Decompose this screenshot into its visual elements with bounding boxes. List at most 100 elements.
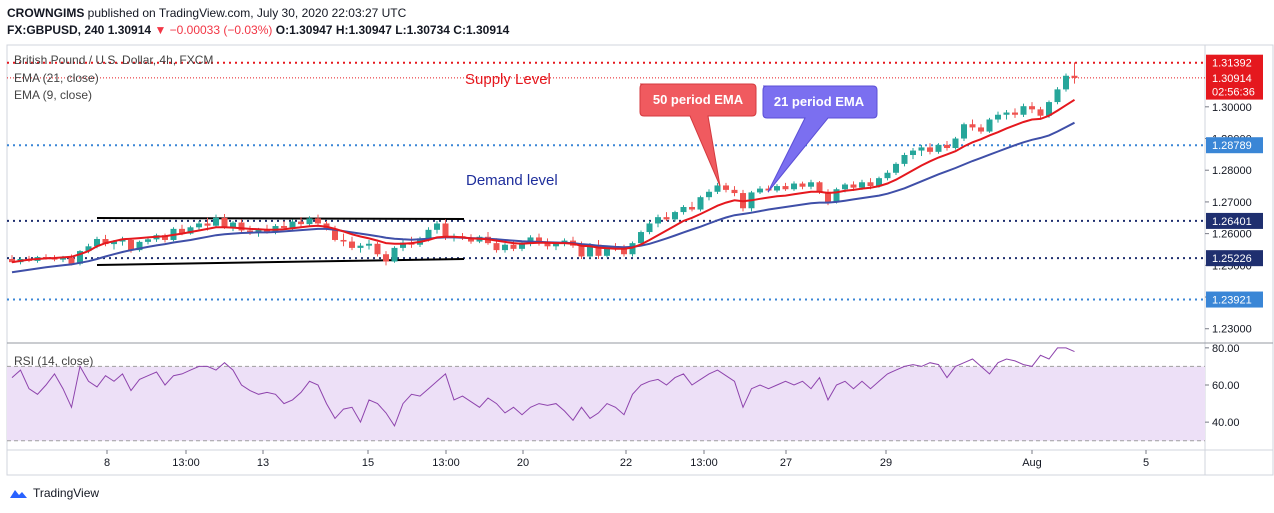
- rsi-pane: 80.00 60.00 40.00: [7, 343, 1240, 442]
- candle-body: [510, 244, 517, 249]
- publish-info: published on TradingView.com, July 30, 2…: [84, 6, 407, 20]
- candle: [510, 239, 517, 252]
- candle-body: [901, 155, 908, 164]
- demand-level-label: Demand level: [466, 172, 558, 189]
- candle-body: [544, 243, 551, 247]
- candle: [714, 182, 721, 194]
- candle: [791, 181, 797, 191]
- ema21-line: [11, 121, 1075, 274]
- candle-body: [910, 150, 916, 156]
- candle: [680, 205, 687, 215]
- candle-body: [1029, 106, 1035, 110]
- time-tick-label: 27: [780, 457, 792, 469]
- candle-body: [629, 243, 636, 255]
- candle: [723, 182, 729, 193]
- candle-body: [9, 258, 15, 263]
- chart-border: [6, 44, 1274, 476]
- time-tick-label: 13:00: [690, 457, 718, 469]
- candle: [833, 187, 840, 204]
- time-axis: 8 13:00 13 15 13:00 20 22 13:00 27 29 Aug 5: [104, 450, 1149, 469]
- candle-body: [68, 257, 75, 264]
- candle-body: [553, 243, 559, 247]
- price-tag: 02:56:36: [1206, 83, 1263, 100]
- candle-body: [1037, 109, 1044, 116]
- candle-body: [298, 221, 304, 225]
- candle: [1037, 106, 1044, 120]
- candle-body: [187, 227, 194, 234]
- price-tick-label: 1.30000: [1212, 102, 1252, 114]
- price-tag: 1.30914: [1206, 69, 1263, 86]
- candle-body: [816, 182, 823, 192]
- candle: [655, 214, 661, 228]
- ema50-callout-text: 50 period EMA: [653, 92, 744, 107]
- time-tick-label: 13:00: [432, 457, 460, 469]
- price-tag-label: 1.25226: [1212, 253, 1252, 265]
- candle-body: [315, 218, 321, 224]
- price-tag: 1.23921: [1206, 291, 1263, 308]
- candle-body: [468, 238, 474, 242]
- ema50-callout: 50 period EMA: [639, 83, 757, 187]
- open-value: 1.30947: [289, 23, 333, 37]
- price-tag-label: 1.28789: [1212, 140, 1252, 152]
- candle: [1054, 87, 1061, 105]
- candle: [196, 220, 202, 230]
- candle: [187, 225, 194, 235]
- candle-body: [689, 206, 695, 210]
- candle: [638, 230, 644, 245]
- candle-body: [221, 217, 228, 228]
- legend-rsi: RSI (14, close): [14, 354, 94, 368]
- price-tick-label: 1.27000: [1212, 197, 1252, 209]
- candle: [434, 220, 440, 234]
- candle-body: [672, 212, 678, 220]
- candle-body: [791, 183, 797, 190]
- candle: [910, 148, 916, 160]
- candle: [1063, 73, 1069, 92]
- candle-body: [842, 184, 848, 190]
- candle-body: [196, 223, 202, 228]
- candle: [935, 143, 942, 154]
- candle-body: [578, 245, 585, 257]
- candle: [238, 219, 245, 233]
- price-tag-label: 1.31392: [1212, 58, 1252, 70]
- candle-body: [332, 228, 338, 240]
- candle-body: [391, 247, 398, 262]
- price-tag-bg: [1206, 69, 1263, 86]
- price-tag-label: 1.23921: [1212, 295, 1252, 307]
- price-tag-bg: [1206, 137, 1263, 154]
- candle: [672, 210, 678, 222]
- candle-body: [595, 244, 602, 256]
- candle: [374, 241, 381, 257]
- candle-body: [340, 239, 347, 242]
- ema9-line: [11, 98, 1076, 264]
- candle-body: [1012, 112, 1018, 115]
- price-tag-bg: [1206, 250, 1263, 267]
- candle-body: [697, 197, 704, 210]
- candle: [918, 144, 925, 156]
- candle-body: [833, 189, 840, 202]
- candle: [697, 195, 704, 212]
- price-tick-label: 1.28000: [1212, 165, 1252, 177]
- candle-body: [85, 246, 92, 252]
- candle: [136, 240, 143, 252]
- candle: [629, 241, 636, 257]
- candle: [1029, 102, 1035, 114]
- candle-body: [714, 185, 721, 192]
- candle-body: [536, 237, 542, 244]
- candle: [519, 240, 525, 252]
- candle: [102, 234, 109, 247]
- candle-body: [493, 243, 500, 251]
- candle: [391, 246, 398, 263]
- open-label: O:: [275, 23, 290, 37]
- tradingview-logo[interactable]: TradingView: [7, 486, 99, 500]
- tradingview-cloud-icon: [10, 490, 27, 498]
- price-tag-label: 1.26401: [1212, 216, 1252, 228]
- candle-body: [306, 218, 313, 225]
- rsi-tick-label: 40.00: [1212, 417, 1240, 429]
- close-label: C:: [453, 23, 466, 37]
- candle-body: [1063, 75, 1069, 90]
- time-tick-label: 22: [620, 457, 632, 469]
- candle-body: [442, 223, 449, 237]
- candle-body: [102, 239, 109, 245]
- symbol-header: FX:GBPUSD, 240 1.30914 ▼ −0.00033 (−0.03…: [7, 23, 509, 37]
